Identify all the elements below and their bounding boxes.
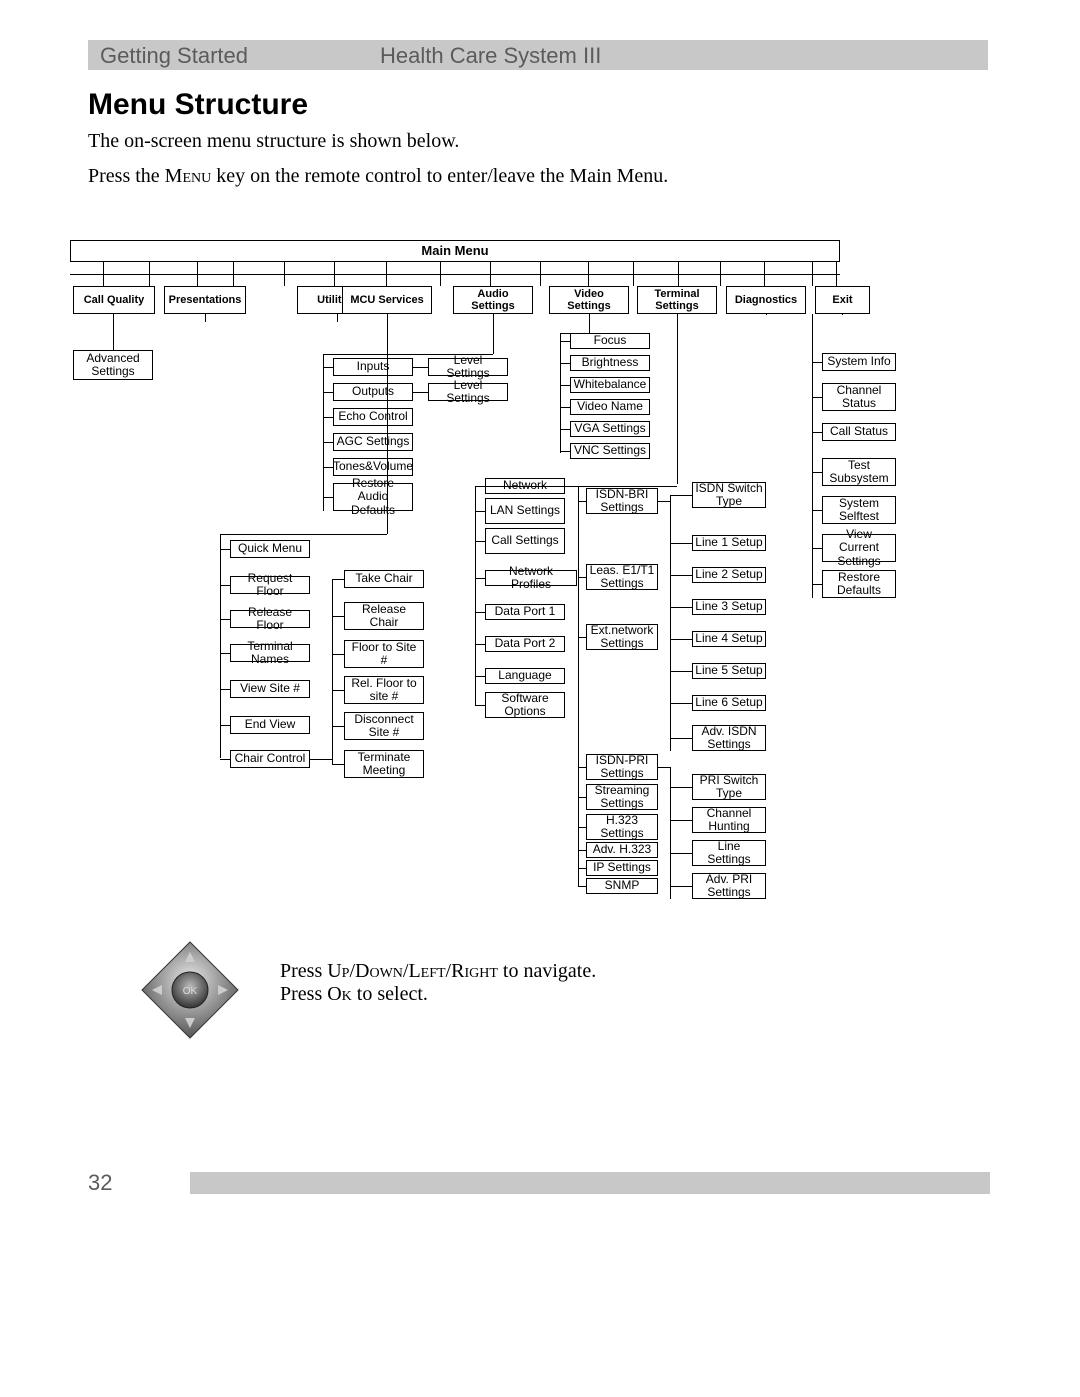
submenu-node: Restore Audio Defaults — [333, 483, 413, 511]
submenu-node: Line 4 Setup — [692, 631, 766, 647]
submenu-node: Channel Status — [822, 383, 896, 411]
submenu-node: Level Settings — [428, 383, 508, 401]
submenu-node: View Current Settings — [822, 534, 896, 562]
submenu-node: AGC Settings — [333, 433, 413, 451]
submenu-node: Line 5 Setup — [692, 663, 766, 679]
submenu-node: Data Port 1 — [485, 604, 565, 620]
submenu-node: IP Settings — [586, 860, 658, 876]
page-title: Menu Structure — [88, 88, 308, 122]
submenu-node: Level Settings — [428, 358, 508, 376]
menu-key: Menu — [165, 165, 212, 187]
submenu-node: View Site # — [230, 680, 310, 698]
submenu-node: Disconnect Site # — [344, 712, 424, 740]
submenu-node: Inputs — [333, 358, 413, 376]
submenu-node: Line 1 Setup — [692, 535, 766, 551]
submenu-node: Ext.network Settings — [586, 624, 658, 650]
top-menu-item: Presentations — [164, 286, 246, 314]
submenu-node: VGA Settings — [570, 421, 650, 437]
submenu-node: Focus — [570, 333, 650, 349]
submenu-node: Rel. Floor to site # — [344, 676, 424, 704]
top-menu-item: Terminal Settings — [637, 286, 717, 314]
top-menu-item: Video Settings — [549, 286, 629, 314]
submenu-node: Release Floor — [230, 610, 310, 628]
submenu-node: ISDN-PRI Settings — [586, 754, 658, 780]
submenu-node: Streaming Settings — [586, 784, 658, 810]
instruction-text: Press the Menu key on the remote control… — [88, 165, 668, 188]
top-menu-item: Audio Settings — [453, 286, 533, 314]
intro-text: The on-screen menu structure is shown be… — [88, 130, 459, 153]
submenu-node: Test Subsystem — [822, 458, 896, 486]
page-number: 32 — [88, 1170, 112, 1196]
submenu-node: Request Floor — [230, 576, 310, 594]
submenu-node: ISDN Switch Type — [692, 482, 766, 508]
submenu-node: Terminate Meeting — [344, 750, 424, 778]
nav-pad-icon: OK — [140, 940, 240, 1045]
submenu-node: System Selftest — [822, 496, 896, 524]
submenu-node: Quick Menu — [230, 540, 310, 558]
submenu-node: Outputs — [333, 383, 413, 401]
submenu-node: Language — [485, 668, 565, 684]
instruction-post: key on the remote control to enter/leave… — [211, 165, 668, 187]
top-menu-item: Exit — [815, 286, 870, 314]
main-menu-box: Main Menu — [70, 240, 840, 262]
header-section-left: Getting Started — [100, 43, 248, 69]
submenu-node: Line 6 Setup — [692, 695, 766, 711]
submenu-node: Take Chair — [344, 570, 424, 588]
submenu-node: Adv. H.323 — [586, 842, 658, 858]
submenu-node: Brightness — [570, 355, 650, 371]
submenu-node: Network Profiles — [485, 570, 577, 586]
submenu-node: Whitebalance — [570, 377, 650, 393]
top-menu-item: Diagnostics — [726, 286, 806, 314]
submenu-node: Data Port 2 — [485, 636, 565, 652]
submenu-node: H.323 Settings — [586, 814, 658, 840]
submenu-node: ISDN-BRI Settings — [586, 488, 658, 514]
top-menu-item: Call Quality — [73, 286, 155, 314]
submenu-node: Floor to Site # — [344, 640, 424, 668]
submenu-node: System Info — [822, 353, 896, 371]
submenu-node: Echo Control — [333, 408, 413, 426]
submenu-node: Restore Defaults — [822, 570, 896, 598]
submenu-node: VNC Settings — [570, 443, 650, 459]
submenu-node: Terminal Names — [230, 644, 310, 662]
nav-instructions: Press Up/Down/Left/Right to navigate. Pr… — [280, 960, 596, 1006]
ok-key: Ok — [327, 983, 352, 1005]
submenu-node: Leas. E1/T1 Settings — [586, 564, 658, 590]
submenu-node: Line 2 Setup — [692, 567, 766, 583]
submenu-node: Line 3 Setup — [692, 599, 766, 615]
nav-keys: Up/Down/Left/Right — [327, 960, 498, 982]
submenu-node: Adv. ISDN Settings — [692, 725, 766, 751]
submenu-node: Channel Hunting — [692, 807, 766, 833]
instruction-pre: Press the — [88, 165, 165, 187]
svg-text:OK: OK — [183, 986, 198, 997]
footer-bar — [190, 1172, 990, 1194]
submenu-node: Call Status — [822, 423, 896, 441]
submenu-node: Tones&Volume — [333, 458, 413, 476]
submenu-node: Software Options — [485, 692, 565, 718]
submenu-node: Release Chair — [344, 602, 424, 630]
submenu-node: PRI Switch Type — [692, 774, 766, 800]
submenu-node: Call Settings — [485, 528, 565, 554]
submenu-node: Advanced Settings — [73, 350, 153, 380]
top-menu-item: MCU Services — [342, 286, 432, 314]
submenu-node: LAN Settings — [485, 498, 565, 524]
submenu-node: SNMP — [586, 878, 658, 894]
submenu-node: Chair Control — [230, 750, 310, 768]
submenu-node: Line Settings — [692, 840, 766, 866]
submenu-node: Video Name — [570, 399, 650, 415]
submenu-node: Adv. PRI Settings — [692, 873, 766, 899]
submenu-node: End View — [230, 716, 310, 734]
menu-structure-diagram: Main MenuCall QualityPresentationsUtilit… — [70, 240, 930, 920]
header-section-right: Health Care System III — [380, 43, 601, 69]
